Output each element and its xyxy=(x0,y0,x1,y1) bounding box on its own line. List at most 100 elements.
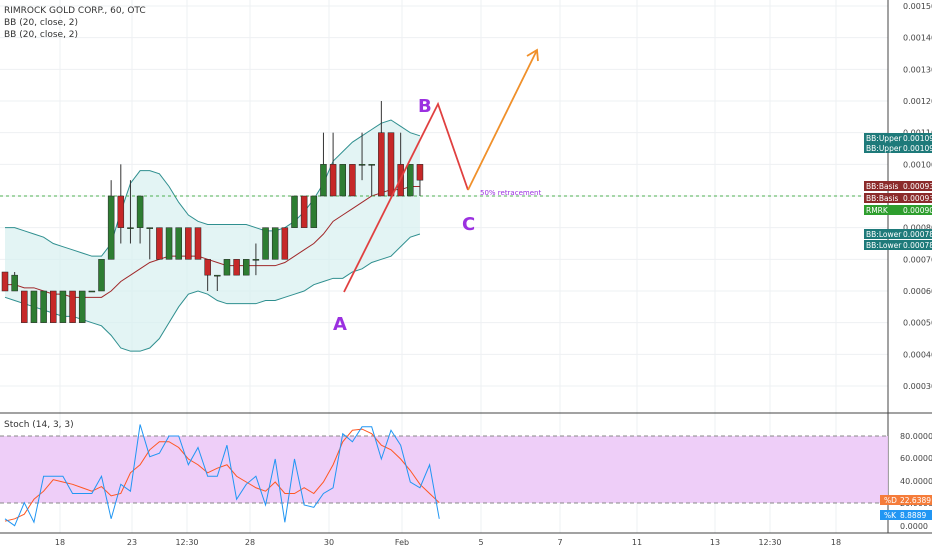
candle-body xyxy=(271,227,279,260)
candle-body xyxy=(165,227,173,260)
candle-body xyxy=(175,227,182,260)
candle-body xyxy=(78,290,86,323)
axes: 0.001500.001400.001300.001200.001100.001… xyxy=(55,2,932,547)
candle-body xyxy=(223,259,231,276)
candle-body xyxy=(146,227,153,229)
candle-body xyxy=(136,195,144,228)
time-tick-label: 7 xyxy=(557,538,562,547)
bb-fill xyxy=(5,120,420,352)
candle-body xyxy=(233,259,240,276)
candle-body xyxy=(262,227,269,260)
stoch-tag xyxy=(880,495,932,505)
candle-body xyxy=(117,195,125,228)
stoch-tick-label: 60.0000 xyxy=(900,454,932,463)
bb-legend-1[interactable]: BB (20, close, 2) xyxy=(4,18,79,28)
stoch-tag-value: 8.8889 xyxy=(900,511,926,520)
stoch-k-line xyxy=(4,424,440,527)
stoch-tick-label: 40.0000 xyxy=(900,477,932,486)
bb-upper-line xyxy=(5,119,421,257)
price-tag xyxy=(864,181,932,191)
price-tag-value: 0.00109 xyxy=(903,144,932,153)
candle-body xyxy=(310,195,318,228)
stoch-tag-value: 22.6389 xyxy=(900,496,931,505)
arrow-head xyxy=(526,48,539,62)
price-tag-label: RMRK xyxy=(866,206,889,215)
candle-body xyxy=(339,164,346,197)
candle-body xyxy=(368,164,375,166)
time-tick-label: 18 xyxy=(55,538,65,547)
candle-body xyxy=(1,271,9,292)
candle-body xyxy=(387,132,395,197)
time-tick-label: 30 xyxy=(324,538,334,547)
price-tag-label: BB:Lower xyxy=(866,230,902,239)
label-a: A xyxy=(333,314,347,335)
price-tag xyxy=(864,193,932,203)
candle-body xyxy=(194,227,202,260)
projection-arrow xyxy=(467,49,538,191)
price-tag-value: 0.00093 xyxy=(903,182,932,191)
stoch-d-line xyxy=(4,428,440,522)
price-pane xyxy=(0,101,888,352)
time-tick-label: Feb xyxy=(395,538,409,547)
candle-body xyxy=(416,164,424,181)
candle-body xyxy=(69,290,76,323)
candle-body xyxy=(185,227,192,260)
price-tag-value: 0.00078 xyxy=(903,230,932,239)
price-tag xyxy=(864,240,932,250)
candle-body xyxy=(281,227,289,260)
price-tag-value: 0.00093 xyxy=(903,194,932,203)
candle-body xyxy=(59,290,67,323)
candle-body xyxy=(88,290,96,293)
price-tick-label: 0.00030 xyxy=(903,382,932,391)
stoch-tag-label: %K xyxy=(884,511,897,520)
symbol-title[interactable]: RIMROCK GOLD CORP., 60, OTC xyxy=(4,6,146,16)
stoch-band-fill xyxy=(0,436,888,503)
candle-body xyxy=(107,195,115,260)
candle-body xyxy=(349,164,356,197)
price-tag xyxy=(864,143,932,153)
price-tag xyxy=(864,229,932,239)
time-tick-label: 13 xyxy=(710,538,720,547)
time-tick-label: 5 xyxy=(478,538,483,547)
time-tick-label: 11 xyxy=(632,538,642,547)
label-b: B xyxy=(418,96,432,117)
price-tag-label: BB:Upper xyxy=(866,134,902,143)
candle-body xyxy=(320,164,327,197)
candle-body xyxy=(329,164,337,197)
candle-body xyxy=(11,274,18,292)
stochastic-pane xyxy=(0,424,888,527)
candle-body xyxy=(300,195,308,228)
price-tag xyxy=(864,205,932,215)
stoch-tag-label: %D xyxy=(884,496,897,505)
bb-legend-2[interactable]: BB (20, close, 2) xyxy=(4,30,79,40)
time-tick-label: 18 xyxy=(831,538,841,547)
price-tag-value: 0.00078 xyxy=(903,241,932,250)
candle-body xyxy=(378,132,385,197)
candle-body xyxy=(243,259,250,276)
label-c: C xyxy=(462,214,475,235)
price-tag-label: BB:Basis xyxy=(866,182,899,191)
candle-body xyxy=(50,290,57,323)
candle-body xyxy=(358,164,366,166)
stoch-tag xyxy=(880,510,932,520)
stoch-tick-label: 80.0000 xyxy=(900,432,932,441)
stoch-legend[interactable]: Stoch (14, 3, 3) xyxy=(4,420,74,430)
time-tick-label: 23 xyxy=(127,538,137,547)
retracement-label: 50% retracement xyxy=(480,189,541,197)
candle-body xyxy=(156,227,163,260)
candle-body xyxy=(127,227,134,229)
time-tick-label: 12:30 xyxy=(175,538,198,547)
candle-body xyxy=(98,259,105,292)
candle-body xyxy=(214,274,221,277)
candle-body xyxy=(291,195,298,228)
time-tick-label: 28 xyxy=(245,538,255,547)
